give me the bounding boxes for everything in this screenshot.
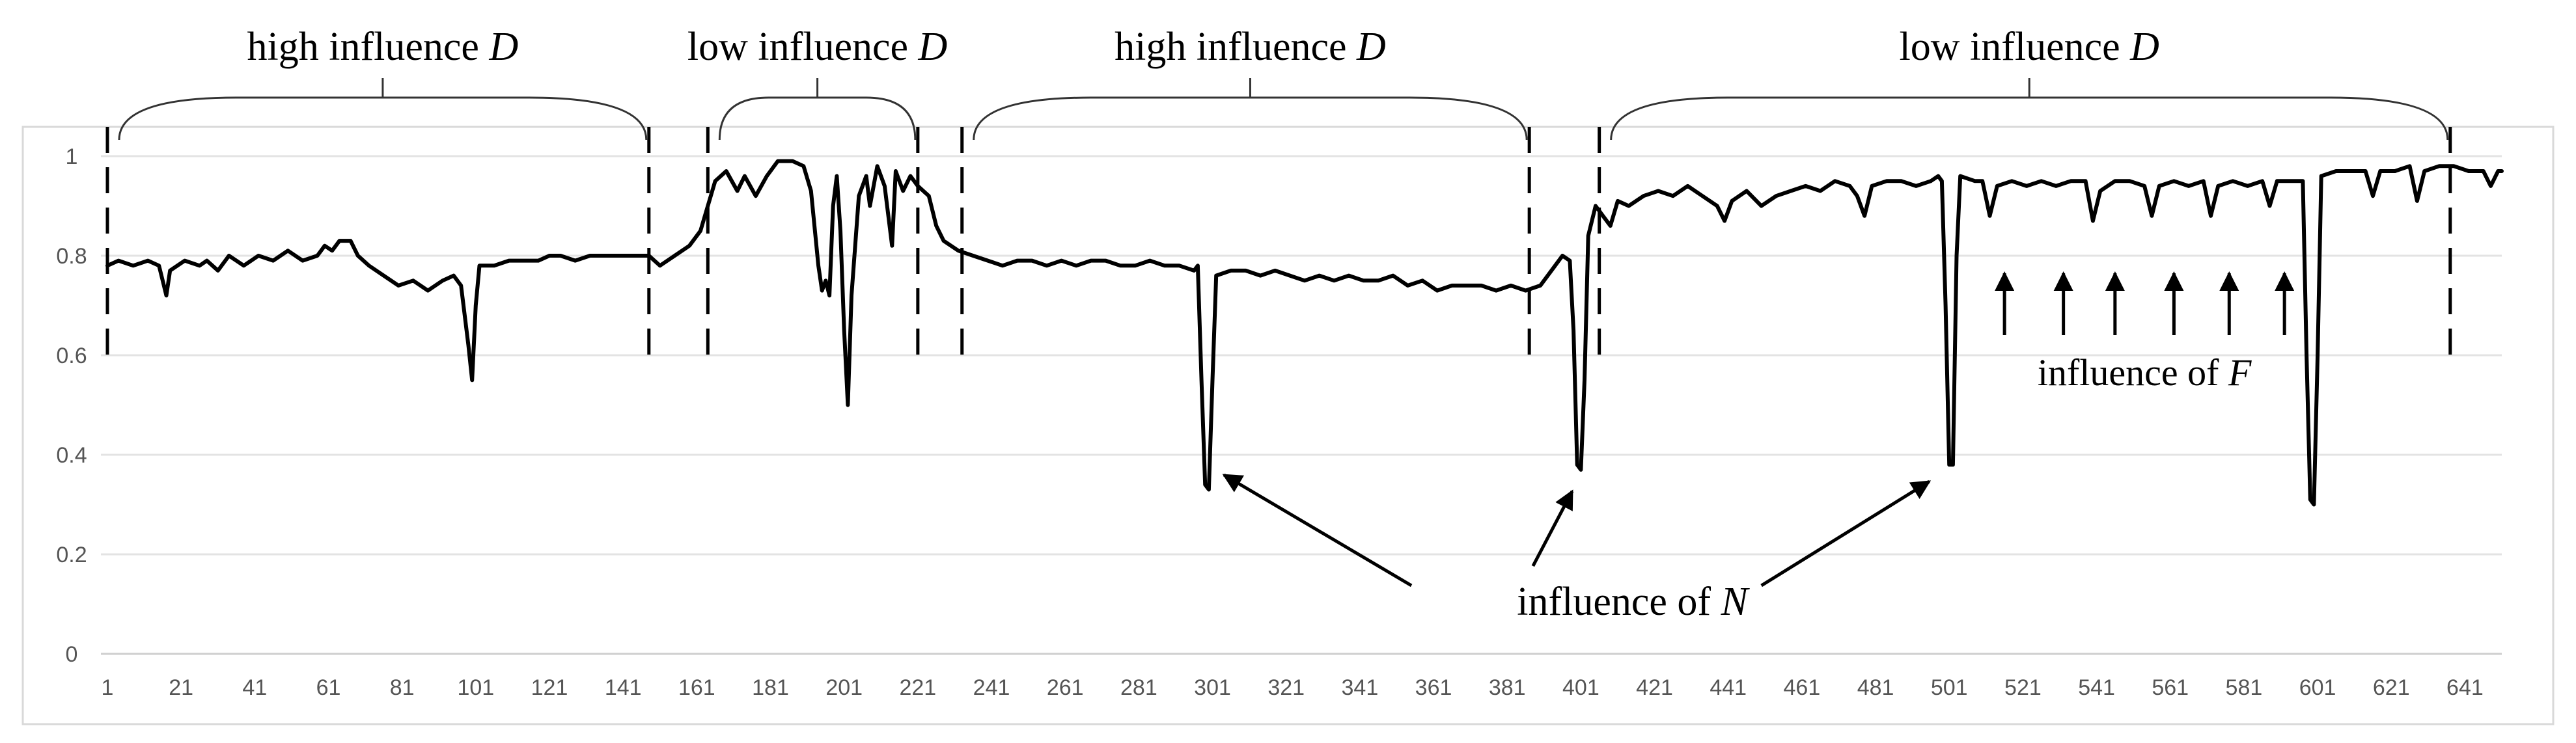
influence-f-label: influence of F bbox=[2038, 351, 2252, 394]
x-tick-label: 581 bbox=[2226, 675, 2263, 700]
brace-label: high influence D bbox=[1115, 25, 1386, 69]
x-tick-label: 641 bbox=[2446, 675, 2484, 700]
x-tick-label: 221 bbox=[899, 675, 936, 700]
x-tick-label: 301 bbox=[1194, 675, 1231, 700]
segment-boundaries bbox=[105, 127, 2452, 361]
x-tick-label: 121 bbox=[531, 675, 568, 700]
brace bbox=[718, 96, 917, 141]
x-tick-label: 521 bbox=[2004, 675, 2042, 700]
data-series bbox=[105, 159, 2504, 507]
y-tick-label: 1 bbox=[66, 144, 78, 169]
influence-n-arrow bbox=[1760, 480, 1932, 588]
x-axis: 1 21 41 61 81 101 121 141 161 181 201 221 241 261 281 3… bbox=[102, 675, 2484, 700]
x-tick-label: 101 bbox=[457, 675, 494, 700]
x-tick-label: 621 bbox=[2373, 675, 2410, 700]
chart-frame bbox=[21, 126, 2555, 725]
x-tick-label: 161 bbox=[678, 675, 715, 700]
y-tick-label: 0 bbox=[66, 642, 78, 667]
x-tick-label: 261 bbox=[1047, 675, 1084, 700]
x-tick-label: 141 bbox=[605, 675, 642, 700]
x-tick-label: 541 bbox=[2078, 675, 2115, 700]
x-tick-label: 181 bbox=[752, 675, 789, 700]
x-tick-label: 561 bbox=[2152, 675, 2189, 700]
x-tick-label: 461 bbox=[1784, 675, 1821, 700]
x-tick-label: 281 bbox=[1120, 675, 1157, 700]
x-tick-label: 481 bbox=[1857, 675, 1894, 700]
influence-n-annotation: influence of N bbox=[1222, 473, 1932, 624]
influence-f-annotation: influence of F bbox=[1995, 271, 2295, 394]
brace-label: low influence D bbox=[1900, 25, 2159, 69]
brace-label: high influence D bbox=[247, 25, 519, 69]
x-tick-label: 361 bbox=[1415, 675, 1452, 700]
y-tick-label: 0.2 bbox=[56, 543, 87, 567]
x-tick-label: 201 bbox=[825, 675, 863, 700]
x-tick-label: 401 bbox=[1562, 675, 1600, 700]
brace bbox=[118, 96, 648, 141]
brace-label: low influence D bbox=[687, 25, 947, 69]
x-tick-label: 61 bbox=[316, 675, 341, 700]
x-tick-label: 241 bbox=[973, 675, 1010, 700]
y-tick-label: 0.6 bbox=[56, 344, 87, 368]
x-tick-label: 41 bbox=[242, 675, 267, 700]
series-line bbox=[105, 159, 2504, 507]
x-tick-label: 501 bbox=[1931, 675, 1968, 700]
x-tick-label: 441 bbox=[1710, 675, 1747, 700]
y-tick-label: 0.8 bbox=[56, 244, 87, 269]
region-braces: high influence D low influence D high infl… bbox=[118, 25, 2449, 141]
influence-n-label: influence of N bbox=[1517, 580, 1750, 624]
x-tick-label: 601 bbox=[2299, 675, 2336, 700]
x-tick-label: 381 bbox=[1489, 675, 1526, 700]
x-tick-label: 1 bbox=[102, 675, 114, 700]
gridlines bbox=[101, 155, 2502, 655]
brace bbox=[1610, 96, 2449, 141]
x-tick-label: 341 bbox=[1342, 675, 1379, 700]
x-tick-label: 321 bbox=[1267, 675, 1305, 700]
x-tick-label: 81 bbox=[390, 675, 415, 700]
y-tick-label: 0.4 bbox=[56, 443, 87, 468]
y-axis: 0 0.2 0.4 0.6 0.8 1 bbox=[56, 144, 87, 667]
brace bbox=[973, 96, 1528, 141]
influence-n-arrow bbox=[1222, 473, 1413, 588]
influence-n-arrow bbox=[1531, 489, 1574, 567]
x-tick-label: 21 bbox=[169, 675, 193, 700]
x-tick-label: 421 bbox=[1636, 675, 1673, 700]
